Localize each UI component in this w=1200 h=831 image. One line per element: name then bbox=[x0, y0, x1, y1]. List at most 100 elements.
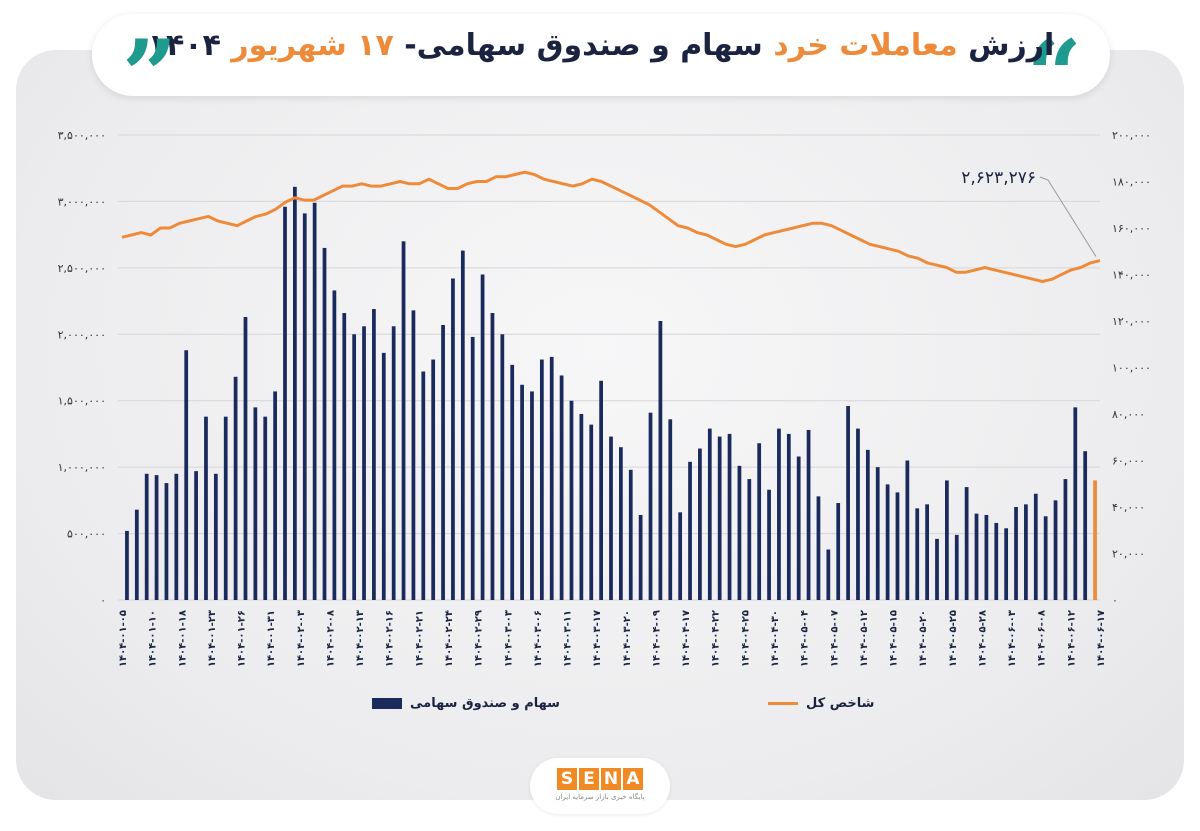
right-tick-label: ۰ bbox=[1112, 594, 1118, 607]
bar bbox=[559, 375, 564, 600]
x-tick-label: ۱۴۰۴-۰۱-۲۳ bbox=[207, 610, 218, 667]
bar bbox=[767, 489, 771, 600]
bar bbox=[875, 467, 880, 600]
bar bbox=[698, 448, 702, 600]
x-tick-label: ۱۴۰۴-۰۶-۰۸ bbox=[1037, 610, 1048, 667]
bar bbox=[164, 483, 169, 600]
bar bbox=[1093, 480, 1097, 600]
bar bbox=[549, 356, 554, 600]
bar bbox=[945, 480, 949, 600]
bar bbox=[411, 310, 416, 600]
left-tick-label: ۲,۵۰۰,۰۰۰ bbox=[58, 262, 106, 275]
bar bbox=[796, 456, 801, 600]
legend-item-bars: سهام و صندوق سهامی bbox=[372, 696, 560, 711]
x-tick-label: ۱۴۰۴-۰۵-۰۴ bbox=[800, 610, 811, 667]
bar bbox=[302, 213, 307, 600]
bar bbox=[895, 492, 900, 600]
x-tick-label: ۱۴۰۴-۰۲-۰۳ bbox=[296, 610, 307, 667]
logo-letter-2: N bbox=[601, 768, 621, 790]
bar bbox=[994, 522, 999, 600]
legend-label-line: شاخص کل bbox=[806, 696, 875, 711]
bar bbox=[460, 250, 465, 601]
bar bbox=[125, 530, 129, 600]
x-tick-label: ۱۴۰۴-۰۳-۲۰ bbox=[622, 610, 633, 667]
bar bbox=[500, 334, 505, 600]
bar bbox=[322, 247, 327, 600]
right-axis-ticks: ۰ ۲۰,۰۰۰ ۴۰,۰۰۰ ۶۰,۰۰۰ ۸۰,۰۰۰ ۱۰۰,۰۰۰ ۱۲۰,۰۰۰ ۱… bbox=[1112, 129, 1151, 607]
x-tick-label: ۱۴۰۴-۰۶-۱۷ bbox=[1096, 610, 1107, 667]
bar bbox=[421, 371, 426, 600]
bar-series bbox=[125, 186, 1097, 601]
legend-label-bars: سهام و صندوق سهامی bbox=[410, 696, 560, 711]
x-tick-label: ۱۴۰۴-۰۳-۱۷ bbox=[592, 610, 603, 667]
bar bbox=[954, 534, 959, 600]
x-tick-label: ۱۴۰۴-۰۴-۲۵ bbox=[740, 610, 751, 667]
left-axis-ticks: ۰ ۵۰۰,۰۰۰ ۱,۰۰۰,۰۰۰ ۱,۵۰۰,۰۰۰ ۲,۰۰۰,۰۰۰ ۲,۵۰۰… bbox=[58, 129, 106, 607]
bar bbox=[510, 364, 515, 600]
right-tick-label: ۱۲۰,۰۰۰ bbox=[1112, 315, 1151, 328]
bar bbox=[964, 487, 969, 600]
bar bbox=[826, 549, 831, 600]
x-tick-label: ۱۴۰۴-۰۴-۰۹ bbox=[651, 610, 662, 667]
x-tick-label: ۱۴۰۴-۰۵-۱۵ bbox=[889, 610, 900, 667]
x-tick-label: ۱۴۰۴-۰۵-۲۸ bbox=[977, 610, 988, 667]
bar bbox=[935, 538, 939, 600]
bar bbox=[372, 309, 376, 600]
quote-open-icon: “ bbox=[1026, 19, 1082, 132]
annotation-group: ۲,۶۲۳,۲۷۶ bbox=[961, 168, 1097, 257]
bar bbox=[846, 406, 850, 600]
bar bbox=[816, 496, 821, 600]
x-tick-label: ۱۴۰۴-۰۴-۱۷ bbox=[681, 610, 692, 667]
bar bbox=[668, 419, 673, 600]
left-tick-label: ۱,۵۰۰,۰۰۰ bbox=[58, 395, 106, 408]
annotation-leader bbox=[1039, 176, 1097, 257]
bar bbox=[263, 416, 268, 600]
left-tick-label: ۱,۰۰۰,۰۰۰ bbox=[58, 461, 106, 474]
bar bbox=[984, 514, 989, 600]
left-tick-label: ۳,۵۰۰,۰۰۰ bbox=[58, 129, 106, 142]
bar bbox=[678, 512, 683, 600]
right-tick-label: ۱۴۰,۰۰۰ bbox=[1112, 269, 1151, 282]
legend-swatch-line bbox=[768, 702, 798, 705]
left-tick-label: ۵۰۰,۰۰۰ bbox=[67, 528, 106, 541]
bar bbox=[856, 428, 860, 600]
bar bbox=[648, 412, 653, 600]
x-tick-label: ۱۴۰۴-۰۶-۱۲ bbox=[1066, 610, 1077, 667]
logo-letter-1: E bbox=[579, 768, 599, 790]
bar bbox=[362, 326, 366, 600]
title-part-4: ۱۷ شهریور bbox=[231, 28, 394, 63]
bar bbox=[441, 324, 445, 600]
bar bbox=[312, 202, 317, 600]
bar bbox=[885, 484, 890, 600]
bar bbox=[223, 416, 228, 600]
logo-letter-3: A bbox=[623, 768, 643, 790]
bar bbox=[1014, 507, 1018, 600]
x-tick-label: ۱۴۰۴-۰۵-۲۰ bbox=[918, 610, 929, 667]
legend: سهام و صندوق سهامی شاخص کل bbox=[0, 696, 1200, 720]
bar bbox=[1073, 407, 1078, 600]
annotation-label: ۲,۶۲۳,۲۷۶ bbox=[961, 168, 1036, 188]
logo-letter-0: S bbox=[557, 768, 577, 790]
left-tick-label: ۰ bbox=[100, 594, 106, 607]
bar bbox=[757, 443, 762, 600]
x-tick-label: ۱۴۰۴-۰۳-۱۱ bbox=[563, 610, 574, 667]
bar bbox=[974, 513, 979, 600]
bar bbox=[905, 460, 910, 600]
bar bbox=[391, 326, 396, 600]
logo-subtitle: پایگاه خبری بازار سرمایه ایران bbox=[555, 793, 645, 801]
bar bbox=[233, 376, 238, 600]
bar bbox=[1063, 479, 1068, 600]
title-part-5: ۱۴۰۴ bbox=[147, 28, 221, 63]
x-tick-label: ۱۴۰۴-۰۲-۱۳ bbox=[355, 610, 366, 667]
bar bbox=[1043, 516, 1048, 600]
bar bbox=[273, 391, 277, 600]
bar bbox=[717, 436, 722, 600]
bar bbox=[628, 469, 633, 600]
right-tick-label: ۲۰۰,۰۰۰ bbox=[1112, 129, 1151, 142]
bar bbox=[352, 334, 357, 600]
bar bbox=[599, 380, 603, 600]
bar bbox=[925, 504, 929, 600]
